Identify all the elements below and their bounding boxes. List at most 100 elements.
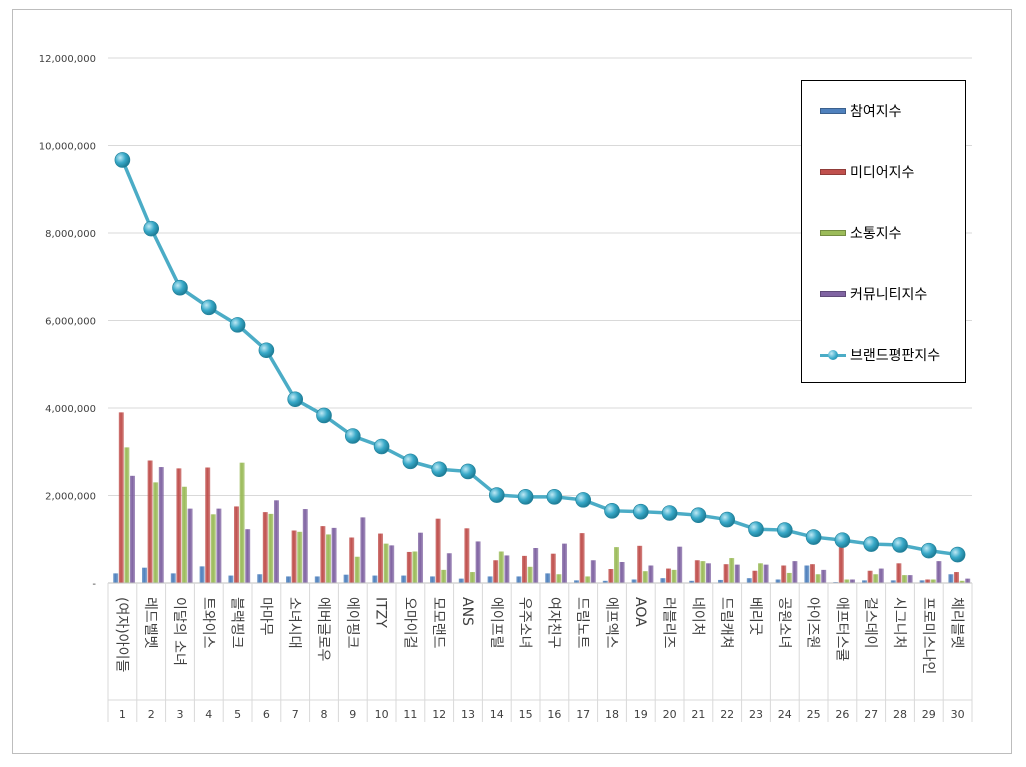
bar-소통지수 bbox=[153, 482, 159, 583]
bar-커뮤니티지수 bbox=[446, 553, 452, 583]
line-point bbox=[863, 536, 880, 552]
bar-참여지수 bbox=[689, 580, 695, 583]
x-category-label: 아이즈원 bbox=[805, 597, 821, 649]
line-point bbox=[690, 507, 707, 523]
bar-소통지수 bbox=[873, 574, 879, 583]
legend-swatch bbox=[820, 230, 846, 236]
x-rank-label: 3 bbox=[177, 708, 184, 721]
x-rank-label: 10 bbox=[375, 708, 389, 721]
bar-소통지수 bbox=[239, 462, 245, 583]
bar-커뮤니티지수 bbox=[389, 545, 395, 583]
x-rank-label: 30 bbox=[951, 708, 965, 721]
x-category-label: 에이핑크 bbox=[344, 597, 360, 649]
bar-참여지수 bbox=[286, 576, 291, 583]
x-category-label: 트와이스 bbox=[200, 597, 216, 649]
bar-미디어지수 bbox=[867, 570, 873, 583]
y-tick-label: 8,000,000 bbox=[45, 229, 96, 240]
bar-소통지수 bbox=[585, 576, 591, 583]
x-rank-label: 7 bbox=[292, 708, 299, 721]
x-category-label: 에프엑스 bbox=[603, 597, 619, 649]
x-category-label: 블랙핑크 bbox=[229, 597, 245, 649]
bar-소통지수 bbox=[354, 556, 360, 583]
legend-item: 커뮤니티지수 bbox=[820, 284, 927, 304]
bar-참여지수 bbox=[862, 580, 867, 583]
x-category-label: 네이처 bbox=[689, 597, 705, 636]
x-rank-label: 28 bbox=[893, 708, 907, 721]
bar-미디어지수 bbox=[493, 560, 499, 583]
bars bbox=[113, 412, 971, 583]
x-category-label: AOA bbox=[632, 597, 648, 627]
line-point bbox=[661, 505, 678, 521]
line-point bbox=[546, 489, 563, 505]
x-category-label: 소녀시대 bbox=[286, 597, 302, 649]
legend-label: 참여지수 bbox=[850, 104, 902, 120]
x-rank-label: 15 bbox=[519, 708, 533, 721]
x-rank-label: 12 bbox=[432, 708, 446, 721]
line-point bbox=[172, 279, 188, 296]
line-point bbox=[604, 503, 620, 519]
bar-참여지수 bbox=[631, 579, 637, 583]
bar-미디어지수 bbox=[579, 533, 585, 583]
x-category-label: 베리굿 bbox=[747, 597, 763, 636]
line-point bbox=[344, 428, 361, 444]
line-point bbox=[575, 492, 592, 508]
x-rank-label: 4 bbox=[205, 708, 212, 721]
bar-커뮤니티지수 bbox=[850, 579, 855, 583]
bar-커뮤니티지수 bbox=[245, 529, 251, 583]
y-axis: - 2,000,000 4,000,000 6,000,000 8,000,000 10,… bbox=[39, 54, 97, 590]
legend-swatch bbox=[820, 108, 846, 114]
bar-커뮤니티지수 bbox=[274, 500, 279, 583]
x-rank-label: 8 bbox=[321, 708, 328, 721]
bar-참여지수 bbox=[343, 574, 349, 583]
bar-소통지수 bbox=[844, 579, 850, 583]
x-category-label: 오마이걸 bbox=[401, 597, 417, 649]
x-rank-label: 21 bbox=[691, 708, 705, 721]
line-point bbox=[402, 453, 419, 470]
line-point bbox=[748, 521, 764, 537]
line-point bbox=[488, 487, 505, 503]
x-rank-label: 26 bbox=[835, 708, 849, 721]
x-rank-label: 16 bbox=[547, 708, 561, 721]
bar-미디어지수 bbox=[378, 533, 383, 583]
x-rank-label: 22 bbox=[720, 708, 734, 721]
bar-커뮤니티지수 bbox=[965, 578, 971, 583]
bar-참여지수 bbox=[430, 576, 435, 583]
x-rank-label: 17 bbox=[576, 708, 590, 721]
bar-미디어지수 bbox=[205, 467, 211, 583]
bar-미디어지수 bbox=[925, 579, 931, 583]
bar-커뮤니티지수 bbox=[907, 575, 913, 583]
bar-커뮤니티지수 bbox=[792, 561, 798, 583]
bar-미디어지수 bbox=[435, 518, 441, 583]
bar-소통지수 bbox=[556, 574, 562, 583]
x-category-label: 우주소녀 bbox=[517, 597, 533, 649]
y-tick-label: 4,000,000 bbox=[45, 404, 96, 415]
line-point bbox=[316, 407, 332, 424]
x-rank-label: 13 bbox=[461, 708, 475, 721]
line-point bbox=[287, 391, 304, 408]
bar-소통지수 bbox=[498, 551, 504, 583]
bar-참여지수 bbox=[257, 574, 263, 583]
bar-미디어지수 bbox=[262, 512, 268, 583]
bar-소통지수 bbox=[786, 572, 792, 583]
bar-소통지수 bbox=[959, 580, 965, 583]
bar-미디어지수 bbox=[781, 565, 787, 583]
bar-참여지수 bbox=[890, 580, 896, 583]
bar-참여지수 bbox=[516, 576, 522, 583]
bar-커뮤니티지수 bbox=[418, 532, 423, 583]
x-category-label: 에버글로우 bbox=[315, 597, 331, 662]
bar-소통지수 bbox=[729, 558, 735, 583]
x-category-label: 체리블렛 bbox=[949, 597, 965, 649]
bar-소통지수 bbox=[527, 566, 533, 583]
legend-swatch bbox=[820, 169, 846, 175]
x-category-label: 여자친구 bbox=[545, 597, 561, 649]
bar-참여지수 bbox=[746, 578, 752, 583]
bar-미디어지수 bbox=[522, 555, 527, 583]
line-point bbox=[114, 152, 131, 168]
bar-미디어지수 bbox=[896, 563, 902, 583]
bar-커뮤니티지수 bbox=[533, 548, 539, 583]
bar-참여지수 bbox=[574, 580, 579, 583]
bar-참여지수 bbox=[228, 575, 234, 583]
line-point bbox=[373, 438, 390, 455]
line-point bbox=[892, 537, 908, 553]
